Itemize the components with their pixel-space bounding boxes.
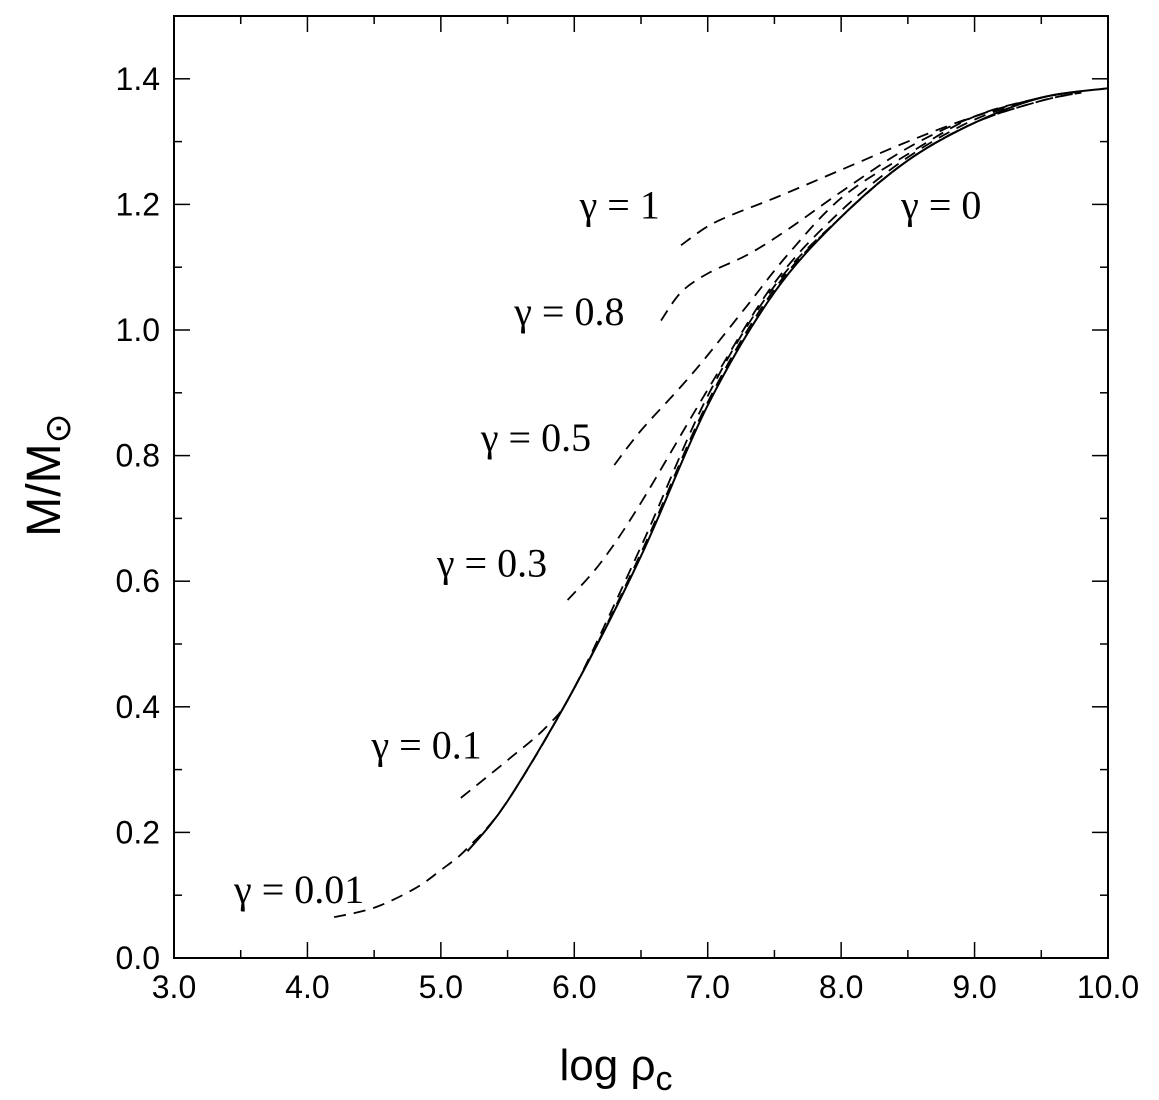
y-tick-label: 0.6 (116, 563, 160, 599)
x-axis-title-sub: c (655, 1060, 672, 1098)
ticks (173, 15, 1109, 959)
y-tick-label: 0.2 (116, 814, 160, 850)
curve-label-0: γ = 0 (900, 182, 981, 227)
x-tick-label: 6.0 (552, 969, 596, 1005)
curve-label-2: γ = 0.1 (370, 722, 481, 767)
y-tick-label: 1.4 (116, 61, 160, 97)
curve-label-4: γ = 0.5 (480, 415, 591, 460)
series-line-2 (460, 91, 1082, 799)
series-line-0 (466, 87, 1109, 852)
y-tick-label: 1.2 (116, 186, 160, 222)
x-tick-label: 10.0 (1077, 969, 1139, 1005)
series-line-6 (680, 90, 1082, 246)
series-line-4 (613, 90, 1082, 466)
curve-label-6: γ = 1 (579, 182, 660, 227)
tick-labels: 3.0 4.0 5.0 6.0 7.0 8.0 9.0 10.0 0.0 0.2 0.4 0.6 0.8… (116, 61, 1140, 1005)
series-line-5 (660, 90, 1082, 322)
curve-labels: γ = 0 γ = 0.01 γ = 0.1 γ = 0.3 γ = 0.5 γ = 0.… (233, 182, 981, 912)
y-tick-label: 0.8 (116, 438, 160, 474)
x-tick-label: 5.0 (419, 969, 463, 1005)
x-tick-label: 8.0 (819, 969, 863, 1005)
series-line-3 (566, 90, 1082, 601)
curves (333, 87, 1109, 919)
y-axis-title-main: M/M (18, 443, 71, 536)
y-axis-title: M/M⊙ (18, 413, 78, 536)
curve-label-3: γ = 0.3 (436, 540, 547, 585)
y-axis-title-sub: ⊙ (37, 413, 78, 443)
y-tick-label: 1.0 (116, 312, 160, 348)
x-tick-label: 3.0 (152, 969, 196, 1005)
x-axis-title-main: log ρ (560, 1041, 656, 1090)
x-tick-label: 4.0 (285, 969, 329, 1005)
y-tick-label: 0.4 (116, 689, 160, 725)
plot-frame (173, 15, 1109, 959)
x-axis-title: log ρc (560, 1041, 673, 1098)
y-tick-label: 0.0 (116, 940, 160, 976)
curve-label-1: γ = 0.01 (233, 867, 364, 912)
x-tick-label: 9.0 (952, 969, 996, 1005)
curve-label-5: γ = 0.8 (513, 289, 624, 334)
x-tick-label: 7.0 (685, 969, 729, 1005)
